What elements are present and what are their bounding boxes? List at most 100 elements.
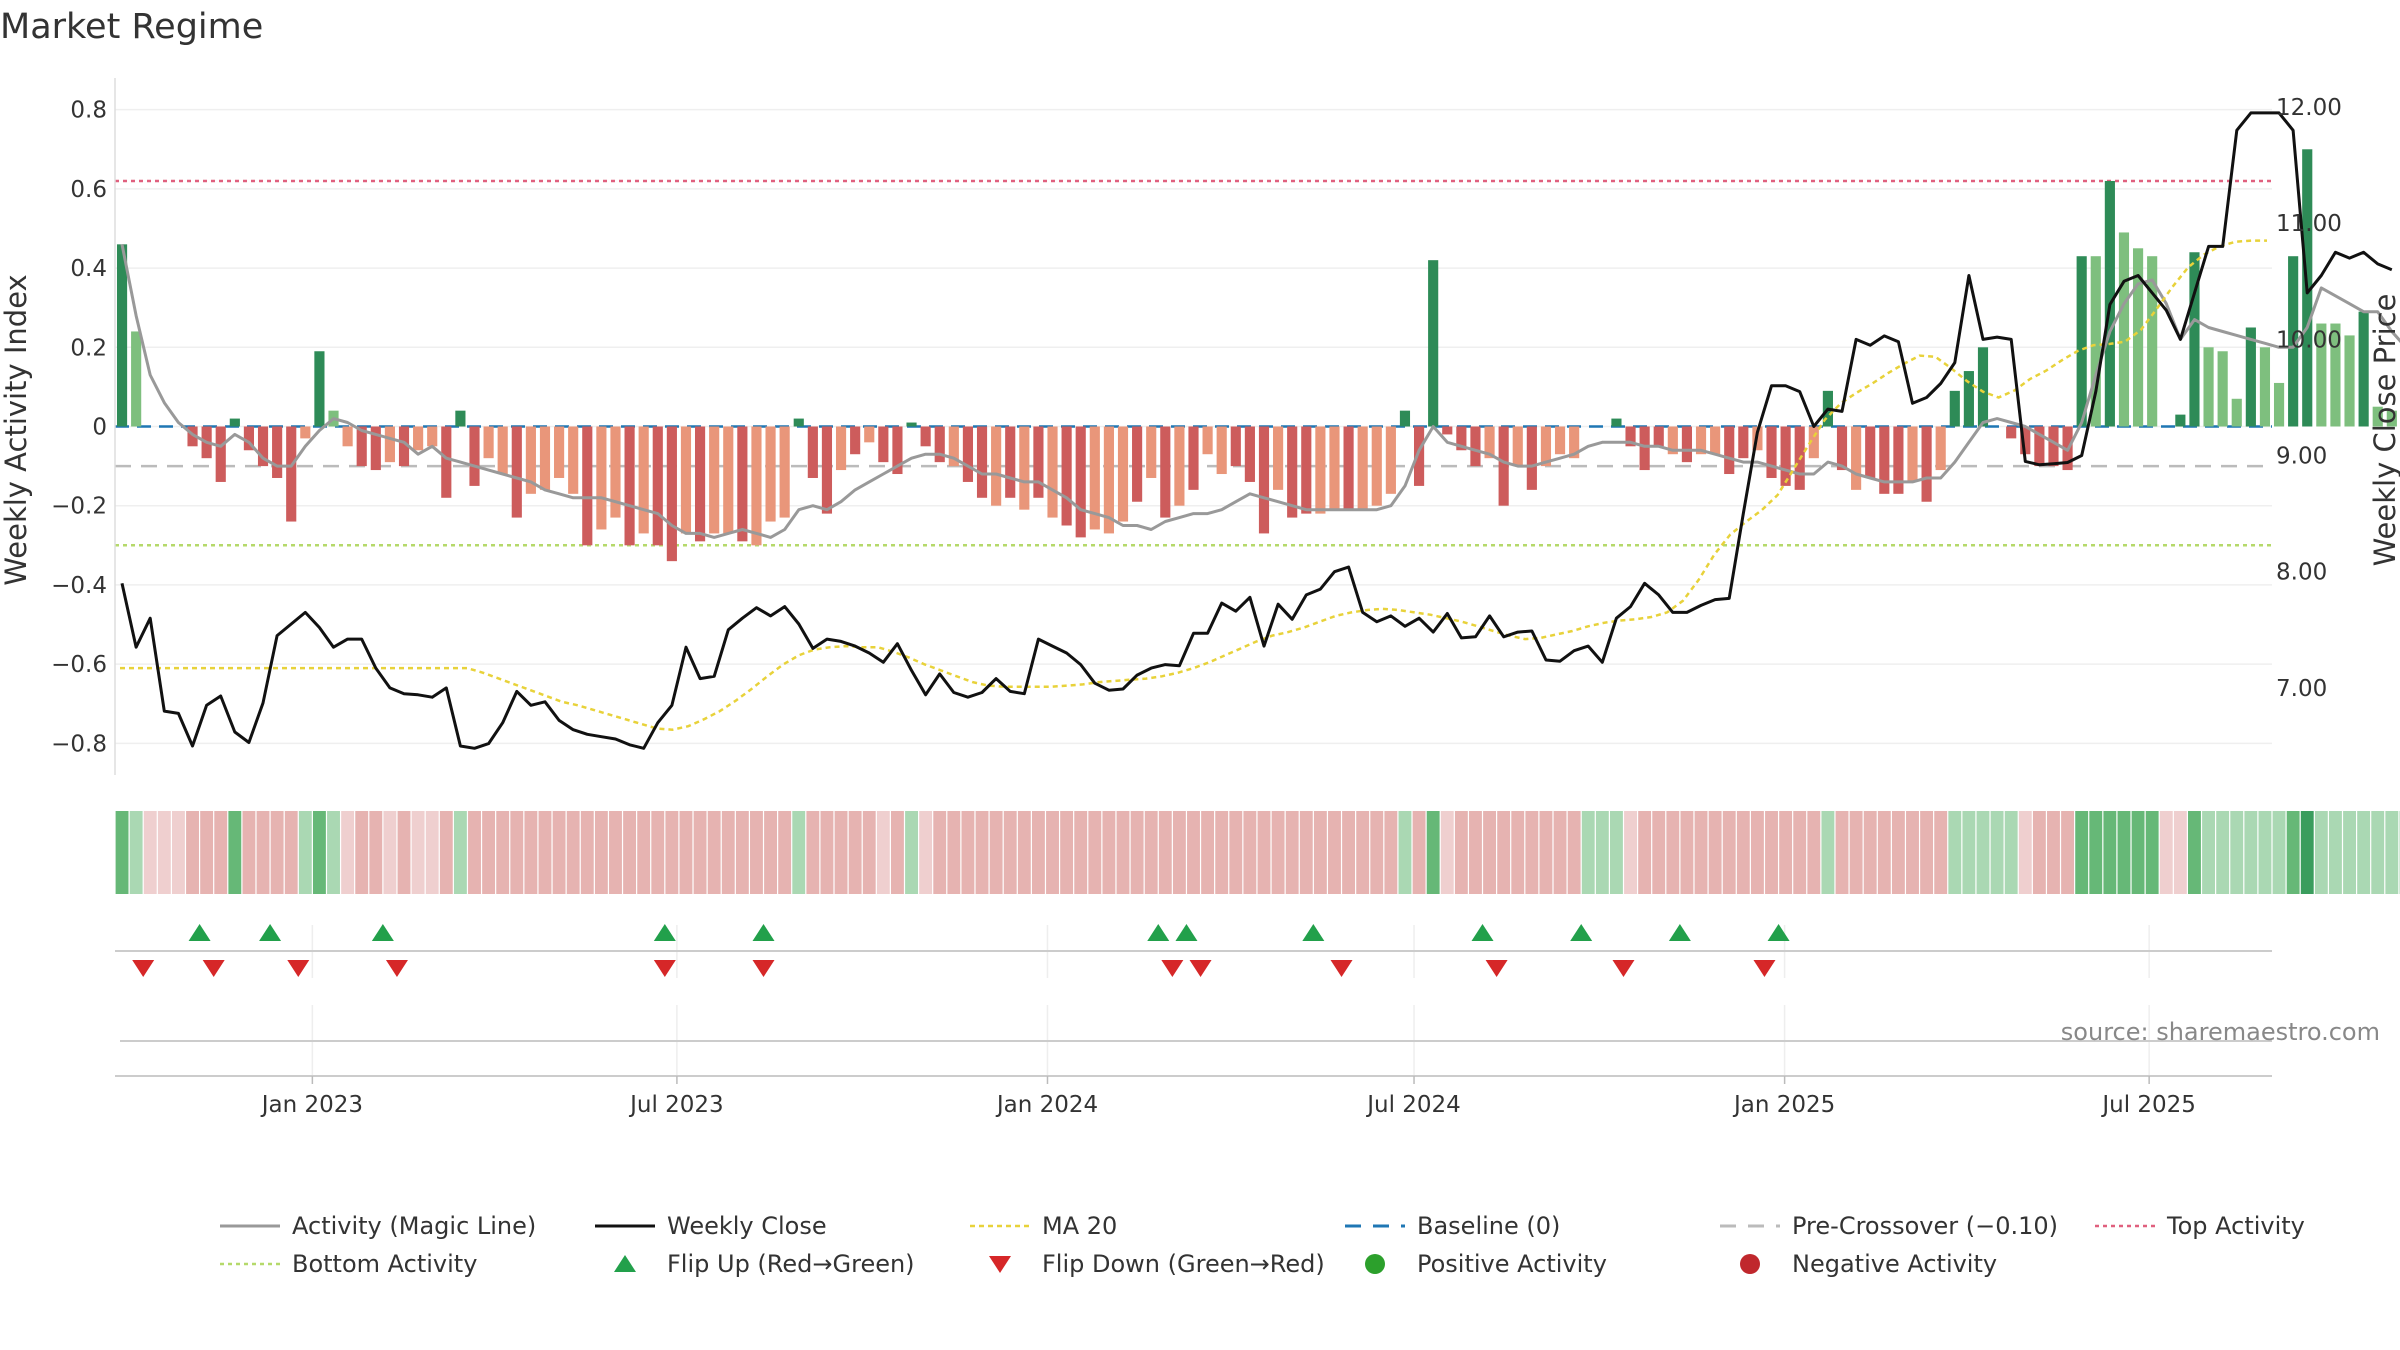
activity-bar [2288, 256, 2299, 427]
activity-bar [1343, 426, 1354, 510]
regime-cell [524, 811, 538, 894]
regime-cell [1116, 811, 1130, 894]
regime-cell [1779, 811, 1793, 894]
activity-bar [1526, 426, 1537, 490]
activity-bar [2273, 382, 2285, 427]
regime-cell [1976, 811, 1990, 894]
legend-label: Negative Activity [1792, 1250, 1997, 1278]
regime-cell [2032, 811, 2046, 894]
activity-bar [1724, 426, 1735, 475]
activity-bar [131, 331, 142, 427]
regime-cell [919, 811, 933, 894]
right-tick-label: 12.00 [2276, 95, 2342, 121]
activity-bar [1611, 418, 1622, 427]
activity-bar [934, 426, 945, 463]
regime-cell [214, 811, 228, 894]
regime-cell [1835, 811, 1849, 894]
regime-cell [270, 811, 284, 894]
activity-bar [455, 410, 466, 427]
activity-bar [1540, 426, 1552, 467]
flip-down-marker [1612, 960, 1635, 977]
activity-bar [596, 426, 607, 530]
regime-cell [1370, 811, 1384, 894]
regime-cell [1483, 811, 1497, 894]
regime-cell [2343, 811, 2356, 894]
regime-cell [1215, 811, 1229, 894]
regime-cell [383, 811, 397, 894]
regime-cell [1031, 811, 1045, 894]
left-tick-label: 0.6 [70, 177, 107, 203]
activity-bar [1357, 426, 1368, 510]
activity-bar [1413, 426, 1425, 486]
activity-bar [1554, 426, 1566, 455]
regime-cell [1962, 811, 1976, 894]
regime-cell [1144, 811, 1158, 894]
activity-bar [1301, 426, 1312, 514]
regime-cell [2202, 811, 2216, 894]
activity-bars [116, 149, 2397, 562]
flip-up-marker [752, 924, 775, 941]
activity-bar [1963, 371, 1974, 427]
regime-cell [735, 811, 749, 894]
x-tick-label: Jul 2024 [1365, 1092, 1461, 1118]
regime-cell [1003, 811, 1017, 894]
regime-cell [256, 811, 270, 894]
activity-bar [1273, 426, 1284, 490]
activity-bar [469, 426, 480, 486]
activity-bar [723, 426, 734, 534]
activity-bar [1879, 426, 1890, 494]
regime-cell [2131, 811, 2145, 894]
activity-bar [793, 418, 804, 427]
left-tick-label: 0 [92, 415, 107, 441]
activity-bar [1061, 426, 1072, 526]
right-tick-label: 9.00 [2276, 444, 2327, 470]
regime-cell [792, 811, 806, 894]
regime-cell [496, 811, 510, 894]
regime-cell [806, 811, 820, 894]
x-tick-label: Jan 2024 [995, 1092, 1098, 1118]
regime-cell [1328, 811, 1341, 894]
legend-label: Baseline (0) [1417, 1212, 1560, 1240]
activity-bar [807, 426, 818, 478]
regime-cell [933, 811, 947, 894]
activity-bar [1428, 260, 1439, 427]
activity-bar [525, 426, 536, 494]
activity-bar [1005, 426, 1016, 498]
regime-cell [1708, 811, 1722, 894]
x-tick-label: Jul 2023 [628, 1092, 724, 1118]
regime-cell [1257, 811, 1271, 894]
flip-down-marker [1485, 960, 1508, 977]
activity-bar [2048, 426, 2059, 467]
regime-cell [369, 811, 383, 894]
activity-bar [864, 426, 875, 443]
regime-cell [637, 811, 651, 894]
regime-cell [2047, 811, 2060, 894]
regime-cell [2188, 811, 2201, 894]
regime-cell [1271, 811, 1285, 894]
regime-cell [510, 811, 524, 894]
regime-cell [312, 811, 326, 894]
legend-label: Bottom Activity [292, 1250, 477, 1278]
series-lines [120, 111, 2400, 750]
activity-bar [2231, 398, 2242, 427]
regime-cell [1398, 811, 1412, 894]
activity-bar [1484, 426, 1495, 459]
activity-bar [1047, 426, 1058, 518]
activity-bar [1935, 426, 1946, 471]
activity-bar [2189, 252, 2200, 427]
regime-cell [876, 811, 890, 894]
activity-bar [1075, 426, 1086, 538]
regime-cell [482, 811, 496, 894]
flip-down-marker [385, 960, 408, 977]
legend-label: Flip Down (Green→Red) [1042, 1250, 1325, 1278]
regime-cell [693, 811, 707, 894]
regime-cell [1609, 811, 1623, 894]
activity-bar [1103, 426, 1114, 534]
regime-cell [1313, 811, 1327, 894]
activity-bar [1315, 426, 1326, 514]
regime-cell [1285, 811, 1299, 894]
regime-cell [1863, 811, 1877, 894]
activity-bar [229, 418, 240, 427]
activity-bar [1244, 426, 1255, 482]
activity-bar [680, 426, 692, 534]
